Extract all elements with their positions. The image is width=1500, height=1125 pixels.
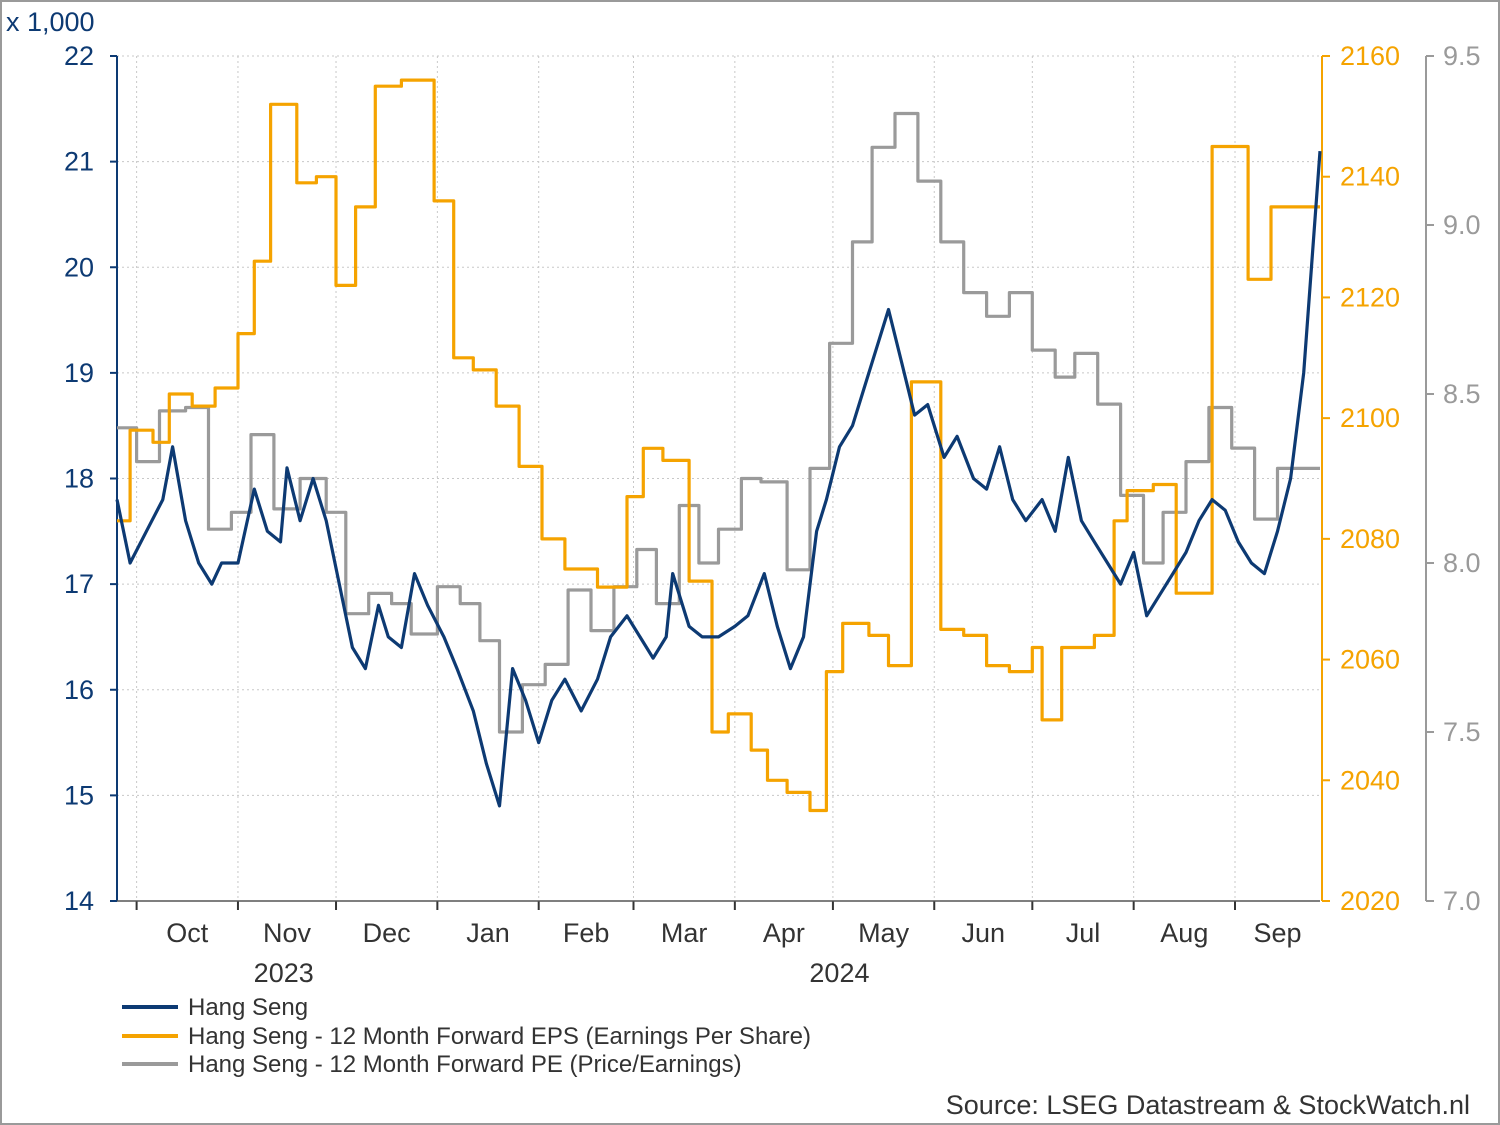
eps-tick-label: 2040 <box>1340 765 1400 795</box>
left-tick-label: 20 <box>64 252 94 282</box>
eps-tick-label: 2160 <box>1340 41 1400 71</box>
legend-label: Hang Seng <box>188 994 308 1021</box>
x-tick-label: Jun <box>962 918 1006 948</box>
x-tick-label: Aug <box>1160 918 1208 948</box>
left-tick-label: 19 <box>64 358 94 388</box>
source-note: Source: LSEG Datastream & StockWatch.nl <box>946 1090 1470 1120</box>
eps-tick-label: 2020 <box>1340 886 1400 916</box>
gridlines <box>117 55 1320 901</box>
left-tick-label: 17 <box>64 569 94 599</box>
series-pe-line <box>115 150 1322 808</box>
x-tick-label: Jan <box>466 918 510 948</box>
left-tick-label: 21 <box>64 147 94 177</box>
axes: 14 15 16 17 18 19 20 21 22 Oct Nov Dec Jan Feb Mar Apr M… <box>64 41 1481 988</box>
eps-tick-label: 2100 <box>1340 403 1400 433</box>
x-tick-label: Sep <box>1253 918 1301 948</box>
pe-tick-label: 7.5 <box>1443 717 1481 747</box>
x-tick-label: Dec <box>363 918 411 948</box>
pe-tick-label: 7.0 <box>1443 886 1481 916</box>
legend-label: Hang Seng - 12 Month Forward PE (Price/E… <box>188 1051 742 1078</box>
x-tick-label: Apr <box>763 918 805 948</box>
x-tick-label: Jul <box>1066 918 1101 948</box>
legend-label: Hang Seng - 12 Month Forward EPS (Earnin… <box>188 1023 811 1050</box>
pe-tick-label: 9.5 <box>1443 41 1481 71</box>
left-axis-unit-label: x 1,000 <box>6 7 95 37</box>
eps-tick-label: 2120 <box>1340 282 1400 312</box>
left-tick-label: 14 <box>64 886 94 916</box>
series-hang-seng-line <box>117 111 1320 734</box>
eps-tick-label: 2060 <box>1340 645 1400 675</box>
x-tick-label: Feb <box>563 918 610 948</box>
pe-tick-label: 8.5 <box>1443 379 1481 409</box>
x-tick-label: Mar <box>661 918 708 948</box>
left-tick-label: 15 <box>64 780 94 810</box>
left-tick-label: 22 <box>64 41 94 71</box>
year-label: 2024 <box>809 958 869 988</box>
pe-tick-label: 8.0 <box>1443 548 1481 578</box>
series-eps-line <box>117 78 1320 813</box>
left-tick-label: 16 <box>64 675 94 705</box>
eps-tick-label: 2080 <box>1340 524 1400 554</box>
eps-tick-label: 2140 <box>1340 162 1400 192</box>
x-tick-label: May <box>858 918 910 948</box>
pe-tick-label: 9.0 <box>1443 210 1481 240</box>
year-label: 2023 <box>254 958 314 988</box>
left-tick-label: 18 <box>64 464 94 494</box>
x-tick-label: Nov <box>263 918 312 948</box>
x-tick-label: Oct <box>166 918 209 948</box>
series-lines <box>115 78 1322 813</box>
